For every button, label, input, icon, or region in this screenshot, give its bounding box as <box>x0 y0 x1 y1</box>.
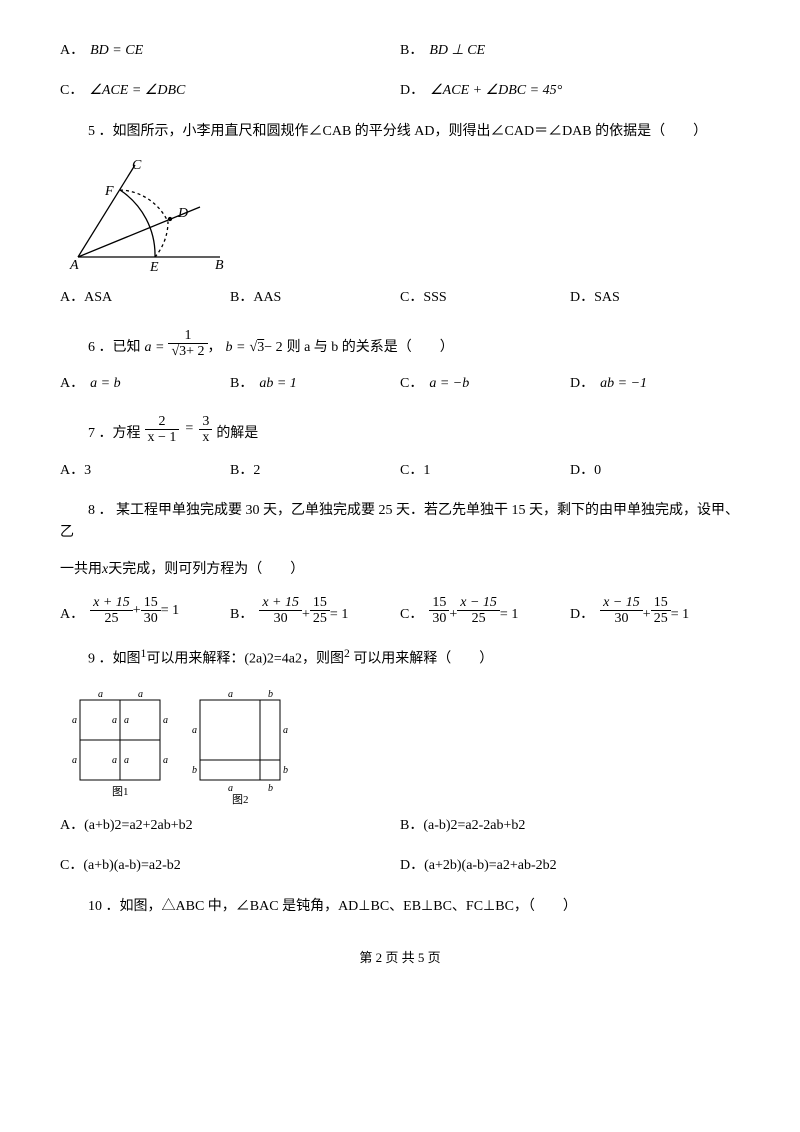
svg-text:a: a <box>98 689 103 700</box>
q9-figure: aa aa aa aa aa 图1 ab ab ab ab 图2 <box>60 685 740 805</box>
svg-text:a: a <box>72 715 77 726</box>
q5-opt-a: A．ASA <box>60 287 230 309</box>
q6-options: A．a = b B．ab = 1 C．a = −b D．ab = −1 <box>60 373 740 395</box>
opt-expr: BD = CE <box>90 40 143 62</box>
q7-opt-d: D．0 <box>570 460 740 482</box>
q9-options-row2: C．(a+b)(a-b)=a2-b2 D．(a+2b)(a-b)=a2+ab-2… <box>60 855 740 877</box>
q8-line2: 一共用x天完成，则可列方程为（ ） <box>60 559 740 581</box>
svg-text:a: a <box>112 755 117 766</box>
svg-text:a: a <box>192 725 197 736</box>
q8-opt-d: D．x − 1530 + 1525 = 1 <box>570 595 740 627</box>
opt-expr: ∠ACE + ∠DBC = 45° <box>430 80 562 102</box>
q6-prefix: 6 ．已知 <box>88 337 141 359</box>
opt-label: C． <box>60 80 83 102</box>
svg-text:A: A <box>69 258 79 273</box>
q6-comma: ， <box>208 337 222 359</box>
q7-frac1: 2 x − 1 <box>145 414 180 446</box>
svg-text:a: a <box>138 689 143 700</box>
q7-opt-c: C．1 <box>400 460 570 482</box>
q6-text: 6 ．已知 a = 1 √3+ 2 ， b = √3− 2 则 a 与 b 的关… <box>88 328 740 360</box>
q8-opt-b: B．x + 1530 + 1525 = 1 <box>230 595 400 627</box>
q7-frac2: 3 x <box>199 414 212 446</box>
svg-text:图2: 图2 <box>232 793 249 805</box>
opt-label: D． <box>400 80 424 102</box>
svg-text:a: a <box>163 755 168 766</box>
q7-text: 7 ．方程 2 x − 1 = 3 x 的解是 <box>88 414 740 446</box>
svg-text:a: a <box>124 715 129 726</box>
q8-opt-c: C．1530 + x − 1525 = 1 <box>400 595 570 627</box>
q5-opt-b: B．AAS <box>230 287 400 309</box>
q8-options: A．x + 1525 + 1530 = 1 B．x + 1530 + 1525 … <box>60 595 740 627</box>
q4-options-row2: C． ∠ACE = ∠DBC D． ∠ACE + ∠DBC = 45° <box>60 80 740 102</box>
svg-text:a: a <box>112 715 117 726</box>
svg-text:a: a <box>228 783 233 794</box>
q5-figure: A B C D E F <box>60 157 740 277</box>
opt-expr: BD ⊥ CE <box>429 40 485 62</box>
svg-text:a: a <box>72 755 77 766</box>
q6-a-eq: a = <box>145 337 165 359</box>
q6-opt-d: D．ab = −1 <box>570 373 740 395</box>
q6-suffix: 则 a 与 b 的关系是（ ） <box>287 337 454 359</box>
q7-prefix: 7 ．方程 <box>88 423 141 445</box>
q7-options: A．3 B．2 C．1 D．0 <box>60 460 740 482</box>
q7-suffix: 的解是 <box>216 423 258 445</box>
svg-text:a: a <box>163 715 168 726</box>
svg-text:B: B <box>215 258 224 273</box>
svg-text:图1: 图1 <box>112 785 129 798</box>
svg-text:C: C <box>132 158 142 173</box>
q5-text: 5 ．如图所示，小李用直尺和圆规作∠CAB 的平分线 AD，则得出∠CAD＝∠D… <box>60 121 740 143</box>
opt-label: A． <box>60 40 84 62</box>
opt-expr: ∠ACE = ∠DBC <box>89 80 185 102</box>
svg-text:a: a <box>124 755 129 766</box>
q9-opt-c: C．(a+b)(a-b)=a2-b2 <box>60 855 400 877</box>
q6-b-expr: √3− 2 <box>250 337 283 359</box>
q9-options-row1: A．(a+b)2=a2+2ab+b2 B．(a-b)2=a2-2ab+b2 <box>60 815 740 837</box>
svg-text:b: b <box>283 765 288 776</box>
q9-opt-d: D．(a+2b)(a-b)=a2+ab-2b2 <box>400 855 740 877</box>
svg-text:E: E <box>149 260 159 275</box>
q7-eq: = <box>185 418 193 440</box>
q7-opt-a: A．3 <box>60 460 230 482</box>
svg-text:a: a <box>283 725 288 736</box>
q6-frac1: 1 √3+ 2 <box>168 328 207 360</box>
svg-text:a: a <box>228 689 233 700</box>
q8-opt-a: A．x + 1525 + 1530 = 1 <box>60 595 230 627</box>
q5-opt-d: D．SAS <box>570 287 740 309</box>
q8-line1: 8 ． 某工程甲单独完成要 30 天，乙单独完成要 25 天．若乙先单独干 15… <box>60 500 740 545</box>
opt-label: B． <box>400 40 423 62</box>
q4-opt-d: D． ∠ACE + ∠DBC = 45° <box>400 80 740 102</box>
q4-opt-b: B． BD ⊥ CE <box>400 40 740 62</box>
q4-options-row1: A． BD = CE B． BD ⊥ CE <box>60 40 740 62</box>
q10-text: 10 ．如图，△ABC 中，∠BAC 是钝角，AD⊥BC、EB⊥BC、FC⊥BC… <box>60 896 740 918</box>
q9-text: 9 ．如图1可以用来解释：(2a)2=4a2，则图2 可以用来解释（ ） <box>60 645 740 671</box>
q7-opt-b: B．2 <box>230 460 400 482</box>
svg-text:F: F <box>104 184 114 199</box>
svg-text:b: b <box>268 783 273 794</box>
svg-text:D: D <box>177 206 188 221</box>
q9-opt-b: B．(a-b)2=a2-2ab+b2 <box>400 815 740 837</box>
q4-opt-c: C． ∠ACE = ∠DBC <box>60 80 400 102</box>
page-footer: 第 2 页 共 5 页 <box>60 948 740 969</box>
q6-opt-b: B．ab = 1 <box>230 373 400 395</box>
svg-text:b: b <box>192 765 197 776</box>
q6-opt-c: C．a = −b <box>400 373 570 395</box>
q4-opt-a: A． BD = CE <box>60 40 400 62</box>
q6-b-eq: b = <box>226 337 246 359</box>
q5-opt-c: C．SSS <box>400 287 570 309</box>
q5-options: A．ASA B．AAS C．SSS D．SAS <box>60 287 740 309</box>
svg-text:b: b <box>268 689 273 700</box>
q6-opt-a: A．a = b <box>60 373 230 395</box>
q9-opt-a: A．(a+b)2=a2+2ab+b2 <box>60 815 400 837</box>
